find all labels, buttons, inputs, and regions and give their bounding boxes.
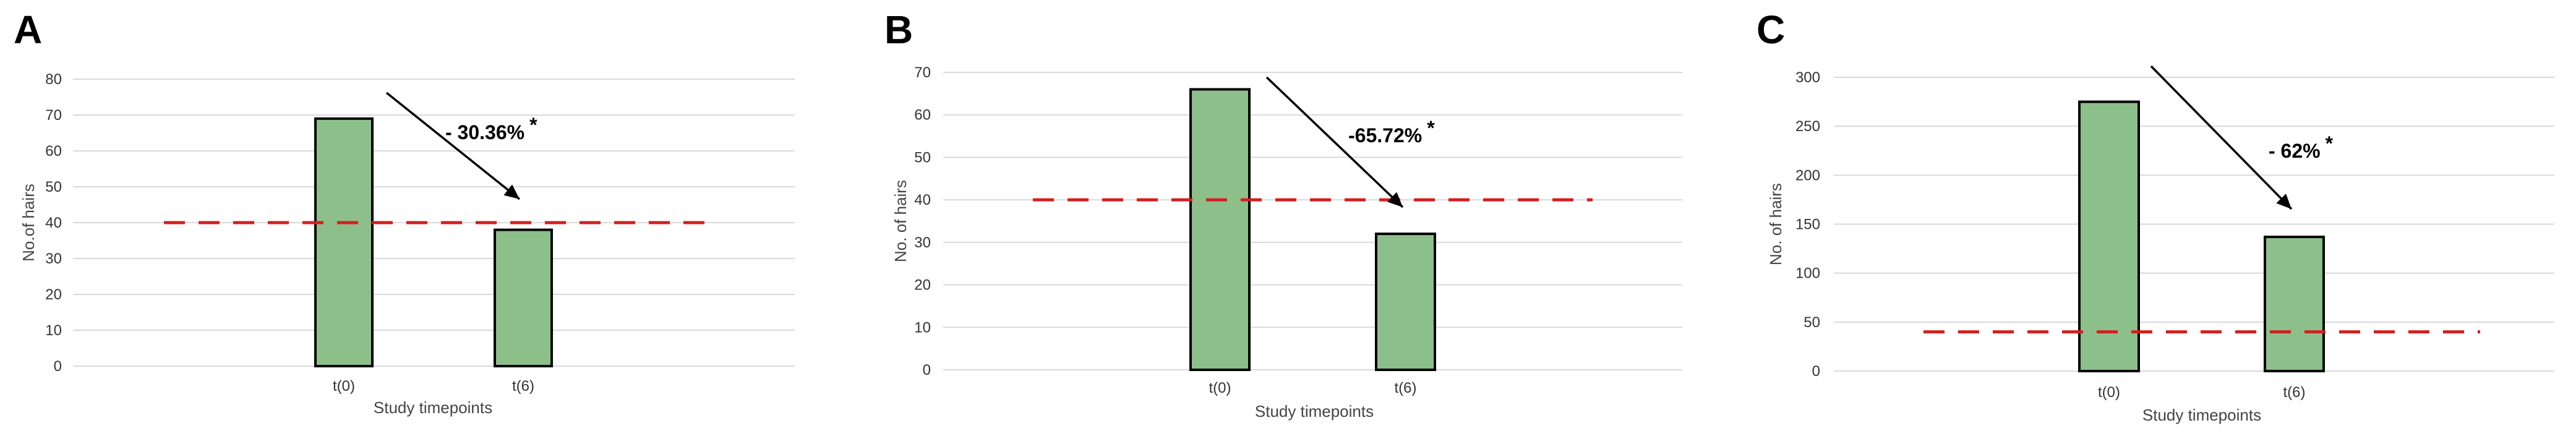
bar-t6 [2264,236,2325,373]
percent-change-annotation: -65.72% * [1348,117,1435,147]
bar-t6 [494,228,553,367]
significance-mark: * [1427,117,1435,139]
bar-t0 [1189,88,1251,371]
x-category-label: t(6) [2283,384,2306,401]
arrowhead-icon [1387,192,1403,207]
percent-change-value: - 30.36% [445,121,524,143]
bar-t0 [314,117,374,368]
y-tick-label: 20 [45,286,62,303]
chart-panel-a: A 0 10 20 30 40 50 60 70 80 No.of hairs t(0) t(6) Stu… [14,7,795,417]
y-tick-label: 20 [914,277,931,294]
x-category-label: t(0) [1209,380,1231,396]
y-tick-label: 100 [1795,265,1820,282]
y-tick-label: 0 [1812,363,1820,380]
decrease-arrow-line [2150,65,2293,210]
x-axis-title: Study timepoints [374,398,492,417]
y-tick-label: 70 [914,64,931,81]
y-tick-label: 70 [45,107,62,124]
y-axis-title: No. of hairs [1766,183,1785,265]
y-tick-label: 40 [45,215,62,231]
significance-mark: * [2326,132,2334,155]
y-tick-label: 40 [914,192,931,208]
percent-change-annotation: - 30.36% * [445,114,537,143]
y-axis-title: No.of hairs [19,184,38,262]
x-category-label: t(6) [512,378,534,395]
x-category-label: t(0) [333,378,355,395]
panel-letter: A [14,7,42,52]
y-tick-label: 60 [45,143,62,160]
x-category-label: t(0) [2098,384,2120,401]
y-tick-label: 60 [914,107,931,124]
arrowhead-icon [2276,194,2291,209]
decrease-arrow-line [1265,76,1404,208]
percent-change-value: -65.72% [1348,124,1422,147]
panel-letter: C [1757,7,1785,52]
percent-change-annotation: - 62% * [2269,132,2334,162]
bar-t6 [1375,233,1436,371]
y-tick-label: 10 [914,319,931,336]
panel-letter: B [884,7,913,52]
y-tick-label: 50 [1804,314,1820,331]
y-tick-label: 50 [45,179,62,195]
y-tick-label: 0 [54,358,62,375]
y-tick-label: 80 [45,71,62,88]
arrowhead-icon [503,184,520,199]
decrease-arrow-line [385,92,521,200]
y-tick-label: 300 [1795,69,1820,86]
x-axis-title: Study timepoints [1255,402,1374,421]
y-tick-label: 30 [914,234,931,251]
bar-t0 [2078,100,2140,372]
x-category-label: t(6) [1395,380,1417,396]
chart-panel-c: C 0 50 100 150 200 250 300 No. of hairs t(0) t(6) S… [1757,7,2554,424]
chart-panel-b: B 0 10 20 30 40 50 60 70 No. of hairs t(0) t(6) Stud… [884,7,1682,421]
significance-mark: * [529,114,537,136]
y-tick-label: 150 [1795,216,1820,233]
y-tick-label: 0 [923,362,931,378]
percent-change-value: - 62% [2269,140,2321,162]
y-tick-label: 200 [1795,167,1820,184]
y-tick-label: 10 [45,322,62,339]
y-axis-title: No. of hairs [891,180,910,262]
x-axis-title: Study timepoints [2142,406,2261,424]
y-tick-label: 250 [1795,118,1820,135]
y-tick-label: 50 [914,149,931,166]
y-tick-label: 30 [45,250,62,267]
